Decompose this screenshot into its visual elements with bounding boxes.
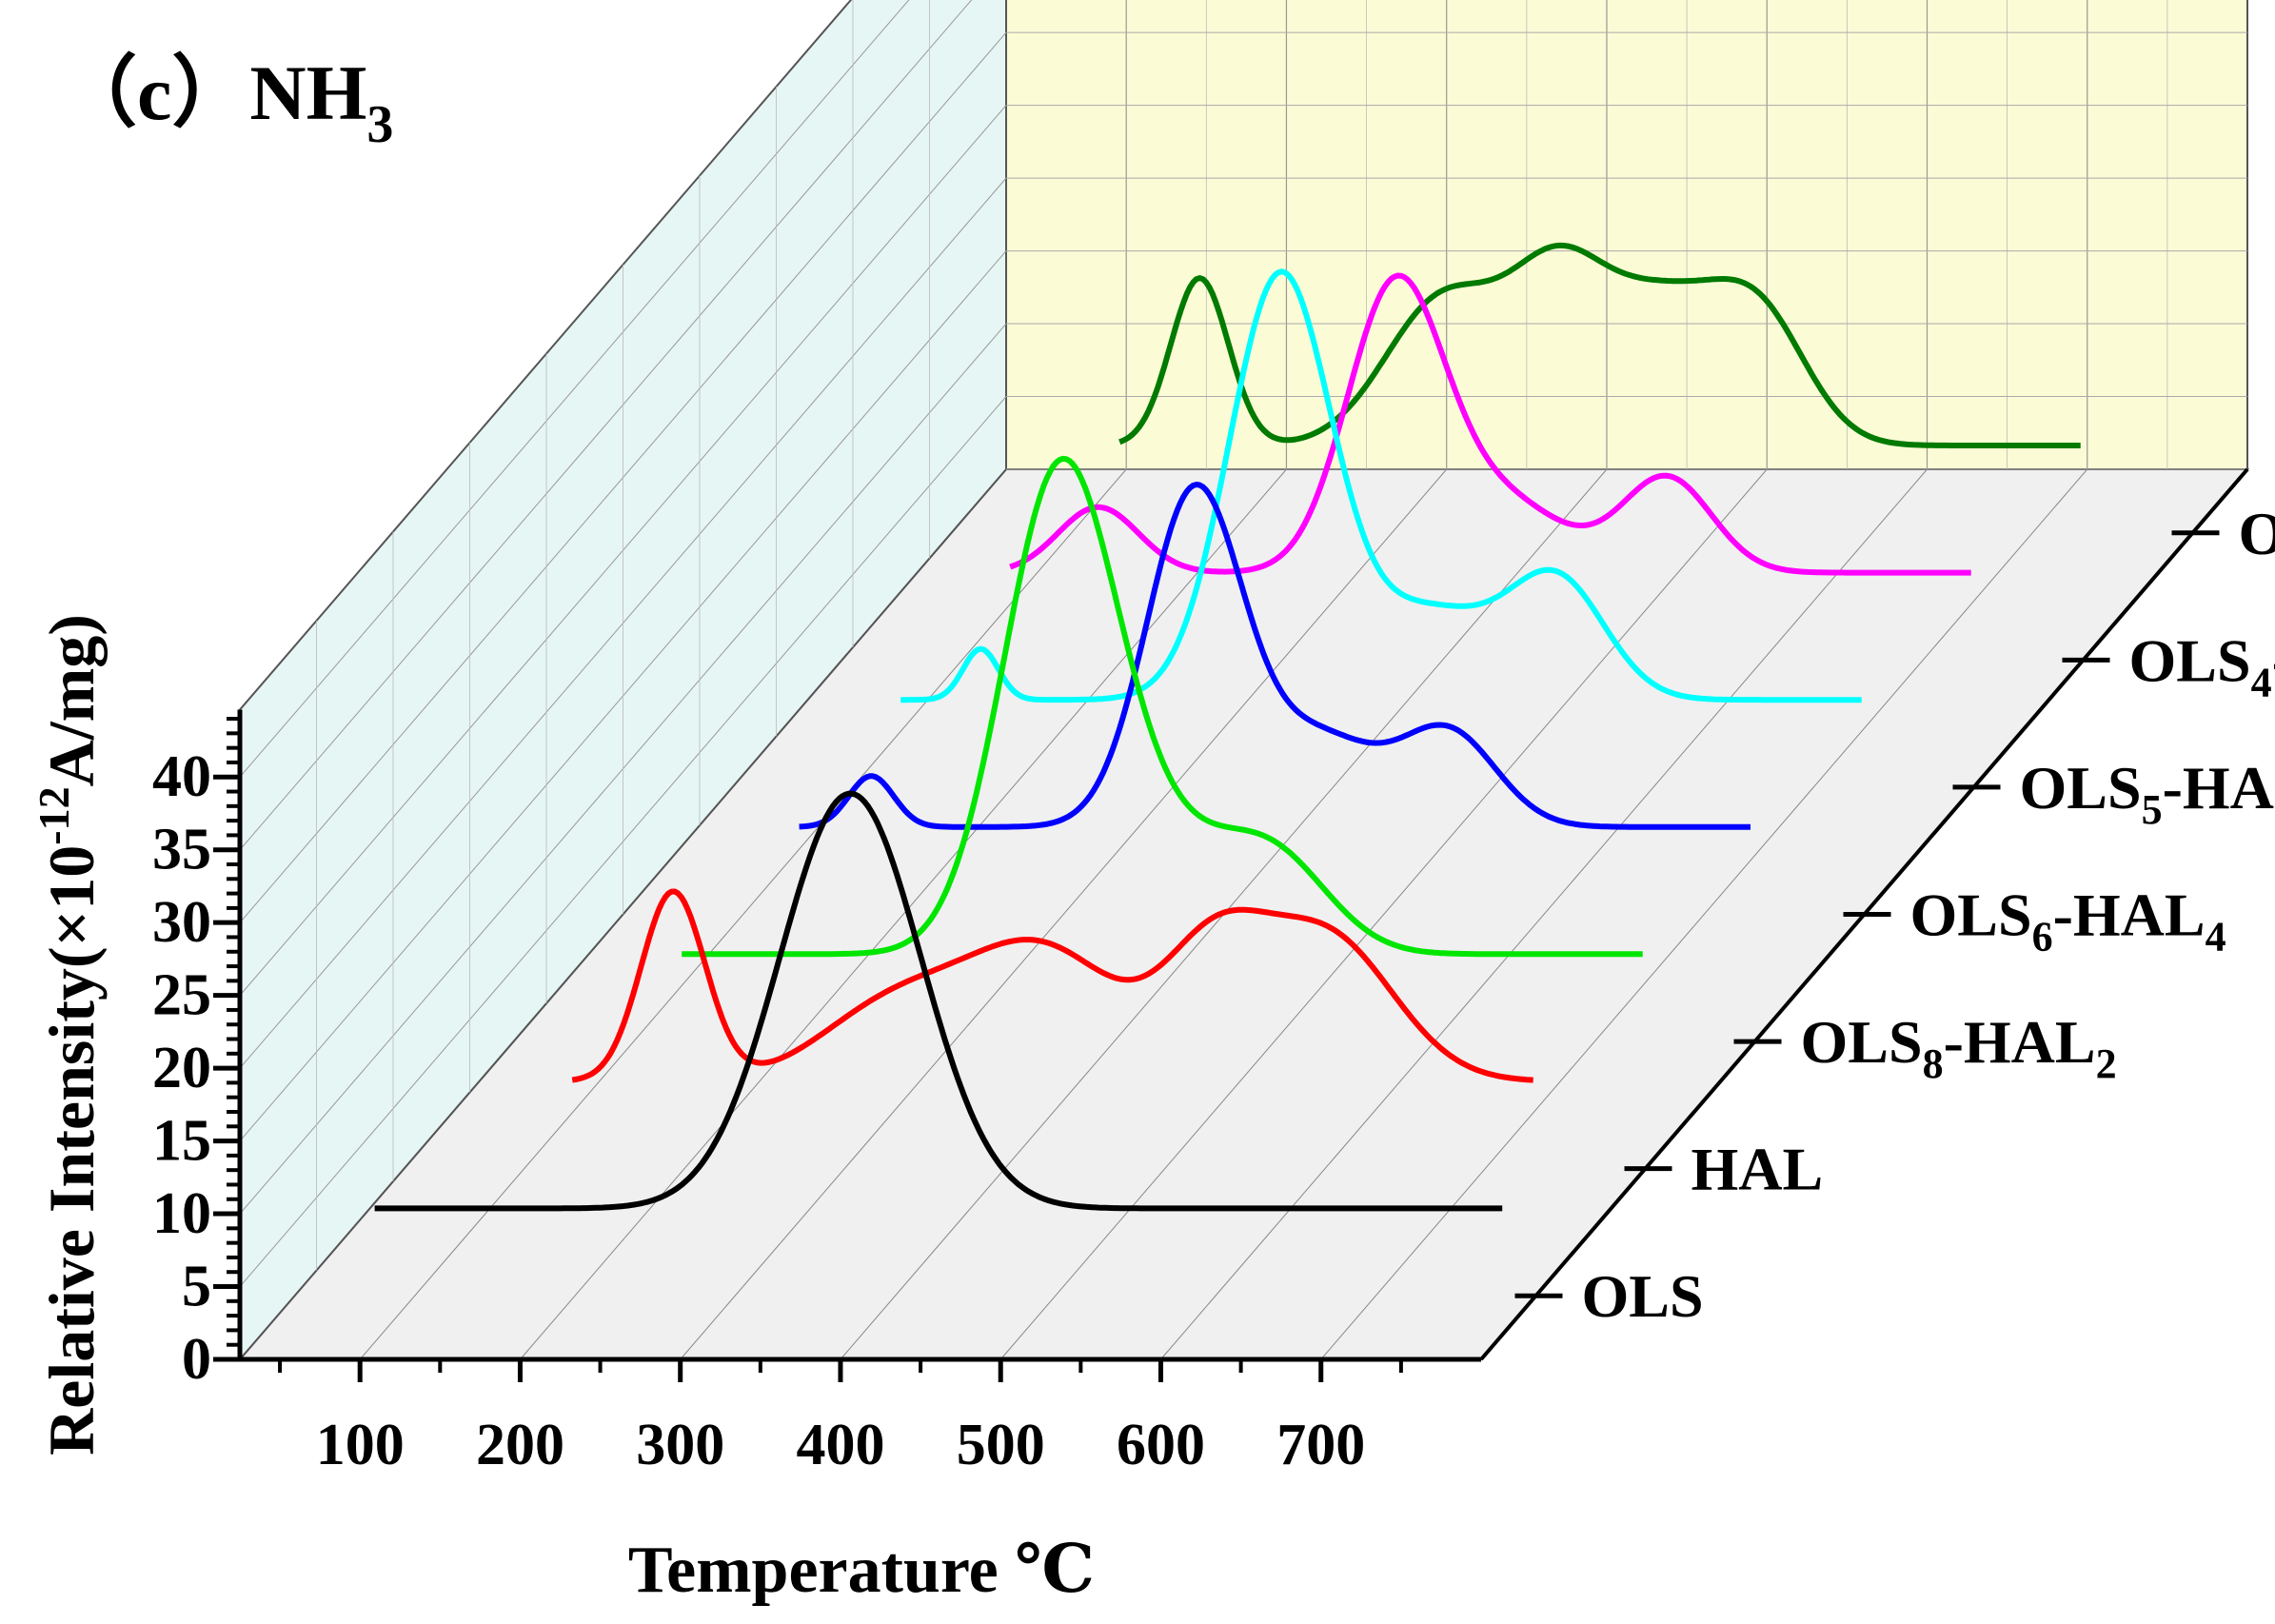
series-label-OLS8-HAL2: OLS8-HAL2 [1801, 1008, 2117, 1087]
y-tick-label: 0 [182, 1327, 211, 1392]
y-tick-label: 5 [182, 1255, 211, 1319]
chart-titles: （c）NH3 Temperature ℃ Relative Intensity(… [30, 50, 1095, 1607]
y-axis-label: Relative Intensity(×10-12A/mg) [30, 614, 108, 1456]
chart-axes: 0 5 10 15 20 25 30 35 40 100 200 300 400 500 600 700 [152, 709, 1481, 1477]
x-tick-label: 100 [316, 1413, 405, 1477]
y-tick-label: 40 [152, 744, 211, 809]
y-tick-label: 20 [152, 1036, 211, 1100]
series-label-OLS5-HAL5: OLS5-HAL5 [2020, 754, 2275, 833]
x-tick-label: 600 [1117, 1413, 1205, 1477]
y-tick-label: 35 [152, 818, 211, 882]
y-tick-label: 25 [152, 963, 211, 1028]
x-tick-label: 200 [476, 1413, 564, 1477]
series-label-OLS2-HAL8: OLS2-HAL8 [2239, 500, 2275, 579]
depth-axis-line [1479, 467, 2249, 1361]
y-tick-label: 30 [152, 890, 211, 955]
y-tick-label: 10 [152, 1181, 211, 1246]
chart-labels: OLS2-HAL8 OLS4-HAL6 OLS5-HAL5 OLS6-HAL4 OLS8… [1479, 467, 2275, 1361]
x-axis-label: Temperature ℃ [628, 1534, 1095, 1607]
series-line-OLS8-HAL2 [682, 455, 1643, 958]
chart-title: （c）NH3 [59, 50, 393, 154]
chart-series-group [374, 242, 2081, 1212]
y-tick-label: 15 [152, 1109, 211, 1174]
series-line-OLS5-HAL5 [900, 268, 1862, 703]
x-tick-label: 400 [796, 1413, 884, 1477]
x-tick-label: 500 [957, 1413, 1045, 1477]
series-line-OLS6-HAL4 [799, 482, 1751, 830]
x-tick-label: 700 [1276, 1413, 1365, 1477]
chart-grid [239, 0, 2247, 1360]
floor-grid-line [680, 468, 1448, 1360]
series-line-OLS2-HAL8 [1118, 242, 2081, 448]
series-label-OLS6-HAL4: OLS6-HAL4 [1910, 881, 2226, 961]
back-wall [1005, 0, 2248, 470]
x-tick-label: 300 [636, 1413, 724, 1477]
series-line-HAL [571, 888, 1533, 1083]
chart-walls [237, 0, 2250, 1362]
series-line-OLS [374, 790, 1503, 1212]
series-line-OLS4-HAL6 [1009, 272, 1971, 576]
series-label-OLS: OLS [1582, 1262, 1704, 1330]
floor-grid-line [520, 468, 1287, 1360]
series-label-HAL: HAL [1691, 1136, 1824, 1203]
series-label-OLS4-HAL6: OLS4-HAL6 [2129, 626, 2275, 705]
